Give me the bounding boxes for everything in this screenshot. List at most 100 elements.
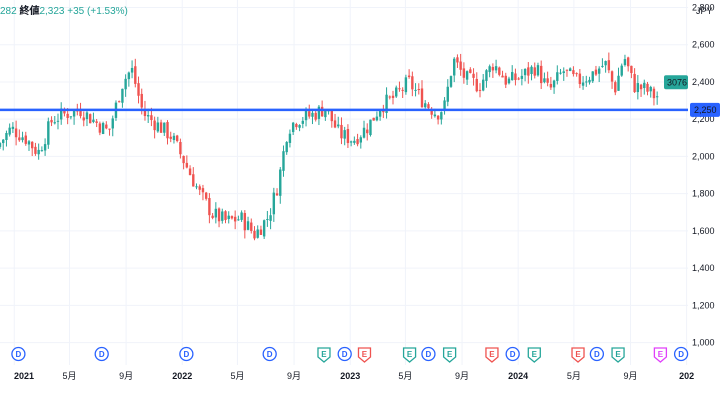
candle-body[interactable] <box>530 66 533 75</box>
candle-body[interactable] <box>494 66 498 71</box>
dividend-marker[interactable] <box>94 346 109 362</box>
candle-body[interactable] <box>491 66 495 71</box>
candle-body[interactable] <box>175 135 179 142</box>
candle-body[interactable] <box>217 208 221 222</box>
candle-body[interactable] <box>224 211 227 220</box>
candle-body[interactable] <box>543 78 546 83</box>
candle-body[interactable] <box>227 215 230 220</box>
candle-body[interactable] <box>623 59 627 66</box>
candle-body[interactable] <box>53 122 56 124</box>
candle-body[interactable] <box>591 71 594 82</box>
candle-body[interactable] <box>562 71 565 74</box>
candle-body[interactable] <box>0 143 2 147</box>
candle-body[interactable] <box>240 212 243 220</box>
candle-body[interactable] <box>98 123 102 133</box>
candle-body[interactable] <box>317 106 321 119</box>
candle-body[interactable] <box>72 110 76 117</box>
earnings-marker[interactable] <box>442 347 457 363</box>
candle-body[interactable] <box>346 128 350 144</box>
earnings-marker[interactable] <box>357 347 372 363</box>
candle-body[interactable] <box>462 68 466 78</box>
candle-body[interactable] <box>630 65 633 74</box>
candle-body[interactable] <box>523 68 527 76</box>
candle-body[interactable] <box>349 141 353 143</box>
candle-body[interactable] <box>233 216 237 222</box>
candle-body[interactable] <box>204 192 208 199</box>
candle-body[interactable] <box>272 192 276 215</box>
candle-body[interactable] <box>311 112 314 117</box>
dividend-marker[interactable] <box>505 346 520 362</box>
candle-body[interactable] <box>69 116 73 118</box>
candle-body[interactable] <box>214 208 218 218</box>
earnings-marker[interactable] <box>485 347 499 363</box>
candle-body[interactable] <box>449 76 453 87</box>
candle-body[interactable] <box>256 229 259 238</box>
candle-body[interactable] <box>24 135 27 144</box>
candle-body[interactable] <box>31 141 34 149</box>
candle-body[interactable] <box>47 121 50 145</box>
candle-body[interactable] <box>208 198 211 216</box>
candle-body[interactable] <box>427 104 430 109</box>
earnings-marker[interactable] <box>402 347 417 363</box>
candle-body[interactable] <box>288 133 292 143</box>
candle-body[interactable] <box>446 86 449 102</box>
earnings-marker[interactable] <box>611 347 625 363</box>
candle-body[interactable] <box>179 141 182 155</box>
candle-body[interactable] <box>433 114 437 117</box>
candle-body[interactable] <box>498 67 501 75</box>
candle-body[interactable] <box>156 122 160 132</box>
candle-body[interactable] <box>166 122 169 139</box>
candle-body[interactable] <box>414 89 417 91</box>
candle-body[interactable] <box>366 129 369 134</box>
candle-body[interactable] <box>395 87 398 97</box>
dividend-marker[interactable] <box>262 346 277 362</box>
candle-body[interactable] <box>314 112 317 120</box>
candle-body[interactable] <box>146 115 150 117</box>
candle-body[interactable] <box>353 140 356 143</box>
candle-body[interactable] <box>649 86 652 92</box>
candle-body[interactable] <box>568 68 572 72</box>
candle-body[interactable] <box>246 221 250 230</box>
candle-body[interactable] <box>259 229 263 235</box>
candle-body[interactable] <box>443 100 446 111</box>
candle-body[interactable] <box>646 83 649 92</box>
candle-body[interactable] <box>378 111 382 117</box>
candle-body[interactable] <box>343 130 346 139</box>
earnings-marker[interactable] <box>527 347 541 363</box>
candle-body[interactable] <box>617 75 620 91</box>
candle-body[interactable] <box>546 78 549 83</box>
candle-body[interactable] <box>520 75 524 79</box>
dividend-marker[interactable] <box>421 346 436 362</box>
candle-body[interactable] <box>594 69 598 75</box>
candle-body[interactable] <box>407 75 411 78</box>
earnings-marker[interactable] <box>653 347 668 363</box>
candle-body[interactable] <box>237 219 240 221</box>
candle-body[interactable] <box>475 78 478 92</box>
candle-body[interactable] <box>356 139 359 145</box>
candle-body[interactable] <box>82 117 85 121</box>
candle-body[interactable] <box>279 169 282 196</box>
candle-body[interactable] <box>140 93 143 108</box>
candle-body[interactable] <box>188 168 192 176</box>
candle-body[interactable] <box>633 73 636 93</box>
candle-body[interactable] <box>169 136 172 139</box>
candle-body[interactable] <box>362 127 366 138</box>
candle-body[interactable] <box>652 88 656 99</box>
candle-body[interactable] <box>285 142 288 153</box>
candle-body[interactable] <box>482 79 485 91</box>
candle-body[interactable] <box>469 69 472 73</box>
candle-body[interactable] <box>221 211 224 221</box>
candle-body[interactable] <box>369 119 372 136</box>
candle-body[interactable] <box>436 115 440 120</box>
candle-body[interactable] <box>472 73 475 78</box>
candle-body[interactable] <box>340 124 343 139</box>
candle-body[interactable] <box>388 96 391 98</box>
candle-body[interactable] <box>549 83 553 88</box>
candle-body[interactable] <box>614 82 617 93</box>
candle-body[interactable] <box>262 220 266 237</box>
candle-body[interactable] <box>404 77 408 93</box>
candle-body[interactable] <box>195 186 198 188</box>
candle-body[interactable] <box>301 120 305 124</box>
candle-body[interactable] <box>636 83 640 93</box>
candle-body[interactable] <box>453 58 456 76</box>
